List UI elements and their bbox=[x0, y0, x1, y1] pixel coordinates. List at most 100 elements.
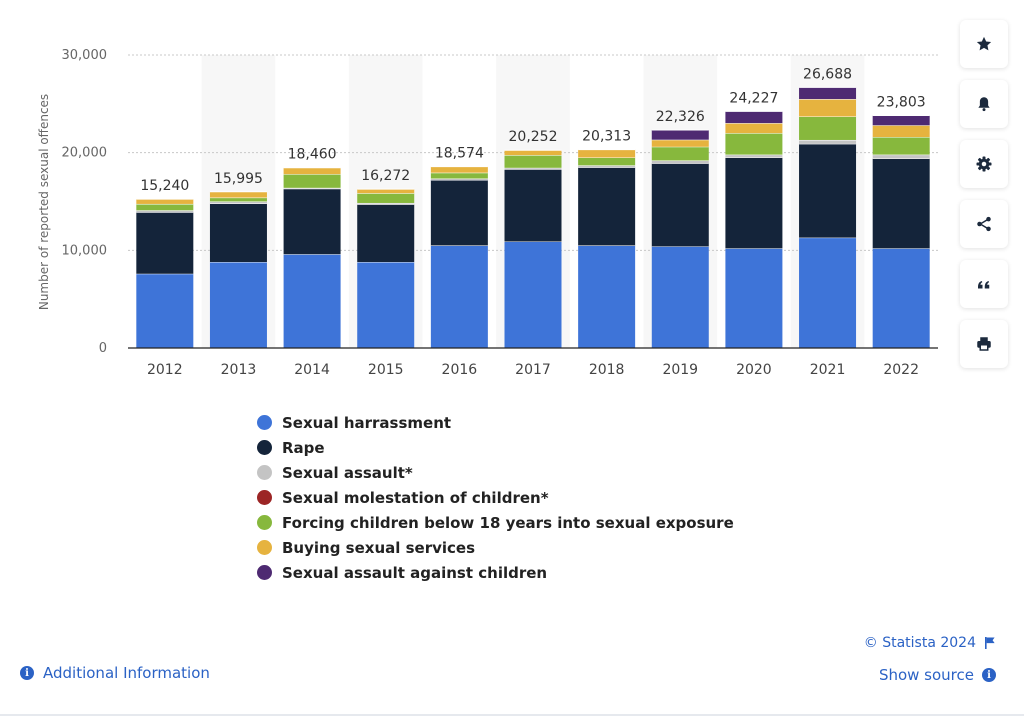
legend-item[interactable]: Sexual assault against children bbox=[257, 560, 734, 585]
x-tick-label: 2019 bbox=[662, 362, 698, 378]
show-source-label: Show source bbox=[878, 666, 974, 684]
y-axis-label: Number of reported sexual offences bbox=[37, 94, 51, 310]
star-icon bbox=[976, 36, 992, 51]
bar-segment bbox=[209, 201, 267, 204]
x-tick-label: 2013 bbox=[221, 362, 257, 378]
legend: Sexual harrassment Rape Sexual assault* Sex… bbox=[257, 410, 734, 585]
total-label: 18,574 bbox=[435, 146, 484, 162]
bar-segment bbox=[136, 212, 194, 274]
bar-segment bbox=[725, 111, 783, 124]
total-label: 20,252 bbox=[509, 129, 558, 145]
legend-marker bbox=[257, 465, 272, 480]
bar-segment bbox=[578, 167, 636, 246]
bar-segment bbox=[430, 166, 488, 173]
legend-marker bbox=[257, 440, 272, 455]
bar-segment bbox=[651, 160, 709, 164]
bar-segment bbox=[283, 174, 341, 188]
copyright[interactable]: © Statista 2024 bbox=[864, 635, 996, 651]
info-icon: i bbox=[20, 666, 34, 680]
bars: 15,240 15,995 18,460 16,272 18,574 20,252 20,3… bbox=[136, 66, 930, 348]
share-button[interactable] bbox=[960, 200, 1008, 248]
bar-segment bbox=[357, 193, 415, 203]
cite-button[interactable] bbox=[960, 260, 1008, 308]
bar-segment bbox=[872, 125, 930, 138]
bar-segment bbox=[136, 203, 194, 211]
axes: 2012 2013 2014 2015 2016 2017 2018 2019 2020 2021… bbox=[128, 347, 938, 378]
bar-segment bbox=[357, 189, 415, 194]
bar-segment bbox=[725, 248, 783, 348]
legend-label: Rape bbox=[282, 438, 325, 457]
x-tick-label: 2014 bbox=[294, 362, 330, 378]
bar-segment bbox=[578, 157, 636, 166]
bar-segment bbox=[430, 172, 488, 179]
bar-segment bbox=[799, 99, 857, 117]
legend-label: Sexual molestation of children* bbox=[282, 488, 549, 507]
bar-segment bbox=[799, 143, 857, 238]
bar-segment bbox=[725, 133, 783, 155]
bar-segment bbox=[209, 262, 267, 348]
y-tick-label: 30,000 bbox=[62, 48, 108, 63]
legend-marker bbox=[257, 540, 272, 555]
bar-segment bbox=[209, 203, 267, 263]
additional-information-label: Additional Information bbox=[43, 664, 210, 682]
bar-segment bbox=[725, 154, 783, 158]
bar-segment bbox=[651, 146, 709, 161]
x-tick-label: 2021 bbox=[810, 362, 846, 378]
legend-label: Sexual harrassment bbox=[282, 413, 452, 432]
legend-label: Buying sexual services bbox=[282, 538, 476, 557]
x-tick-label: 2020 bbox=[736, 362, 772, 378]
x-tick-label: 2022 bbox=[883, 362, 919, 378]
total-label: 18,460 bbox=[288, 147, 337, 163]
y-tick-label: 0 bbox=[99, 341, 107, 356]
legend-item[interactable]: Forcing children below 18 years into sex… bbox=[257, 510, 734, 535]
bar-segment bbox=[872, 137, 930, 155]
favorite-button[interactable] bbox=[960, 20, 1008, 68]
bar-segment bbox=[283, 254, 341, 348]
bar-segment bbox=[799, 237, 857, 348]
settings-button[interactable] bbox=[960, 140, 1008, 188]
additional-information-link[interactable]: i Additional Information bbox=[20, 664, 210, 682]
bar-segment bbox=[136, 273, 194, 348]
bar-segment bbox=[651, 246, 709, 348]
bar-segment bbox=[430, 178, 488, 181]
x-tick-label: 2015 bbox=[368, 362, 404, 378]
quote-icon bbox=[978, 281, 990, 289]
bar-segment bbox=[725, 157, 783, 249]
bar-segment bbox=[357, 262, 415, 348]
bar-segment bbox=[283, 167, 341, 175]
total-label: 15,240 bbox=[140, 178, 189, 194]
legend-item[interactable]: Buying sexual services bbox=[257, 535, 734, 560]
legend-item[interactable]: Sexual harrassment bbox=[257, 410, 734, 435]
total-label: 24,227 bbox=[729, 90, 778, 106]
legend-item[interactable]: Sexual assault* bbox=[257, 460, 734, 485]
x-tick-label: 2016 bbox=[442, 362, 478, 378]
bar-segment bbox=[872, 248, 930, 348]
total-label: 16,272 bbox=[361, 168, 410, 184]
legend-item[interactable]: Rape bbox=[257, 435, 734, 460]
legend-item[interactable]: Sexual molestation of children* bbox=[257, 485, 734, 510]
legend-label: Sexual assault* bbox=[282, 463, 413, 482]
bar-segment bbox=[872, 115, 930, 126]
bar-segment bbox=[651, 139, 709, 147]
bell-icon bbox=[978, 97, 990, 112]
bar-segment bbox=[504, 155, 562, 168]
divider bbox=[0, 714, 1024, 716]
legend-label: Forcing children below 18 years into sex… bbox=[282, 513, 734, 532]
stacked-bar-chart: 0 10,000 20,000 30,000 15,240 15,995 18,460 16… bbox=[37, 48, 938, 378]
share-icon bbox=[977, 216, 991, 232]
bar-segment bbox=[357, 202, 415, 205]
bar-segment bbox=[799, 116, 857, 140]
total-label: 26,688 bbox=[803, 66, 852, 82]
show-source-link[interactable]: Show source i bbox=[879, 666, 996, 684]
total-label: 20,313 bbox=[582, 129, 631, 145]
copyright-text: © Statista 2024 bbox=[863, 635, 976, 651]
bar-segment bbox=[283, 188, 341, 255]
notification-button[interactable] bbox=[960, 80, 1008, 128]
flag-icon bbox=[985, 637, 995, 649]
bar-segment bbox=[651, 163, 709, 247]
legend-marker bbox=[257, 490, 272, 505]
bar-segment bbox=[209, 191, 267, 198]
bar-segment bbox=[430, 245, 488, 348]
bar-segment bbox=[504, 241, 562, 348]
print-button[interactable] bbox=[960, 320, 1008, 368]
